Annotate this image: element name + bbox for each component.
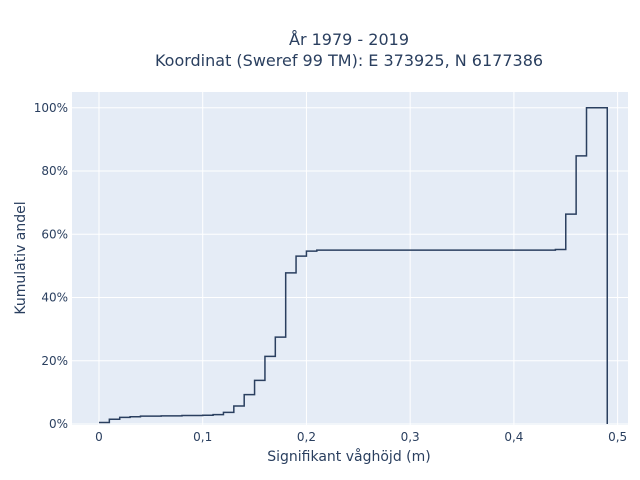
x-axis: 0 0,1 0,2 0,3 0,4 0,5 — [95, 430, 627, 444]
y-tick-label: 80% — [41, 164, 68, 178]
x-tick-label: 0,3 — [401, 430, 420, 444]
x-axis-title: Signifikant våghöjd (m) — [267, 448, 430, 465]
y-tick-label: 0% — [49, 417, 68, 431]
chart-title-line-1: År 1979 - 2019 — [289, 30, 409, 49]
x-tick-label: 0 — [95, 430, 103, 444]
x-tick-label: 0,2 — [297, 430, 316, 444]
x-tick-label: 0,5 — [608, 430, 627, 444]
y-axis-title: Kumulativ andel — [13, 201, 29, 314]
chart-title-line-2: Koordinat (Sweref 99 TM): E 373925, N 61… — [155, 51, 543, 70]
y-tick-label: 60% — [41, 227, 68, 241]
x-tick-label: 0,4 — [504, 430, 523, 444]
y-tick-label: 100% — [34, 101, 68, 115]
grid-lines — [72, 92, 628, 425]
x-tick-label: 0,1 — [193, 430, 212, 444]
y-axis: 0% 20% 40% 60% 80% 100% — [34, 101, 68, 431]
y-tick-label: 40% — [41, 291, 68, 305]
plot-area — [72, 92, 628, 425]
series-group — [98, 107, 609, 425]
series-line — [98, 107, 609, 425]
y-tick-label: 20% — [41, 354, 68, 368]
